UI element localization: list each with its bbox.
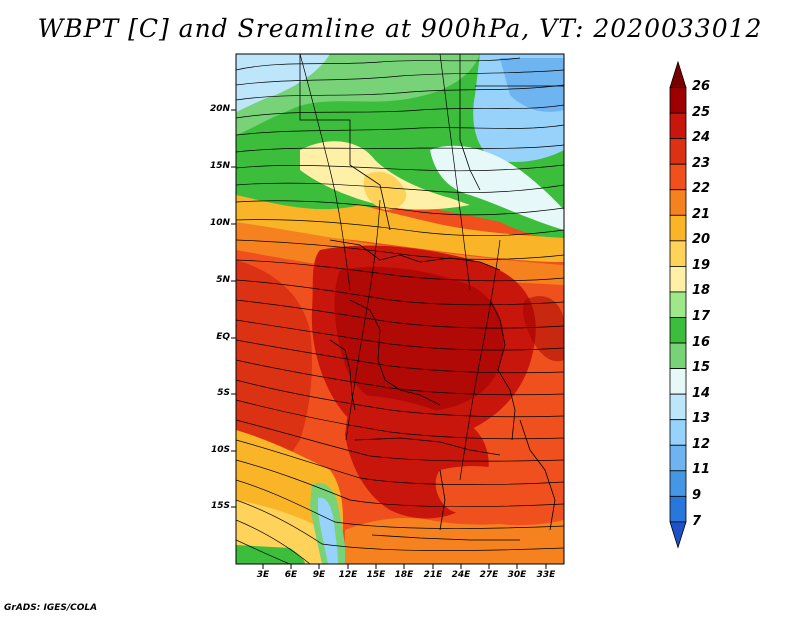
colorbar-segment <box>669 495 687 523</box>
colorbar <box>669 60 687 549</box>
colorbar-segment <box>669 138 687 165</box>
colorbar-label-12: 12 <box>692 437 711 452</box>
colorbar-label-21: 21 <box>692 207 711 222</box>
lon-label-6e: 6E <box>284 570 298 580</box>
colorbar-segment <box>669 368 687 395</box>
colorbar-label-17: 17 <box>692 309 711 324</box>
colorbar-segment <box>669 419 687 446</box>
colorbar-label-22: 22 <box>692 181 711 196</box>
colorbar-label-26: 26 <box>692 79 711 94</box>
lon-label-18e: 18E <box>394 570 414 580</box>
colorbar-segment <box>669 393 687 421</box>
colorbar-segment <box>669 265 687 293</box>
lat-label-15n: 15N <box>209 161 230 171</box>
colorbar-label-15: 15 <box>692 360 711 375</box>
colorbar-segment <box>669 87 687 114</box>
colorbar-label-9: 9 <box>692 488 702 503</box>
colorbar-label-20: 20 <box>692 232 711 247</box>
colorbar-segment <box>669 317 687 344</box>
lon-label-21e: 21E <box>423 570 443 580</box>
colorbar-label-19: 19 <box>692 258 711 273</box>
colorbar-segment <box>669 470 687 497</box>
grads-credit: GrADS: IGES/COLA <box>4 603 98 613</box>
colorbar-segment <box>669 214 687 242</box>
colorbar-label-16: 16 <box>692 335 711 350</box>
colorbar-segment <box>669 112 687 140</box>
colorbar-label-14: 14 <box>692 386 711 401</box>
lon-label-33e: 33E <box>536 570 556 580</box>
lat-label-5n: 5N <box>216 275 230 285</box>
lat-label-5s: 5S <box>217 388 230 398</box>
country-borders <box>299 54 564 541</box>
colorbar-label-7: 7 <box>692 514 702 529</box>
colorbar-segment <box>669 342 687 369</box>
colorbar-label-13: 13 <box>692 411 711 426</box>
colorbar-label-11: 11 <box>692 462 711 477</box>
colorbar-segment <box>669 189 687 216</box>
colorbar-label-23: 23 <box>692 156 711 171</box>
colorbar-label-25: 25 <box>692 105 711 120</box>
lat-tick-marks <box>231 109 236 508</box>
map-frame <box>235 53 565 565</box>
colorbar-segment <box>669 240 687 267</box>
colorbar-bottom-arrow <box>669 521 687 549</box>
colorbar-label-18: 18 <box>692 283 711 298</box>
lat-label-eq: EQ <box>216 332 230 342</box>
colorbar-segment <box>669 291 687 318</box>
lon-label-9e: 9E <box>312 570 326 580</box>
lon-label-12e: 12E <box>338 570 358 580</box>
map-title: WBPT [C] and Sreamline at 900hPa, VT: 20… <box>37 14 763 43</box>
lat-label-10s: 10S <box>210 445 230 455</box>
colorbar-segment <box>669 444 687 472</box>
lon-label-15e: 15E <box>366 570 386 580</box>
lon-label-30e: 30E <box>507 570 527 580</box>
streamlines <box>236 54 564 564</box>
colorbar-label-24: 24 <box>692 130 711 145</box>
lat-label-15s: 15S <box>210 501 230 511</box>
lat-label-10n: 10N <box>209 218 230 228</box>
lon-label-24e: 24E <box>451 570 471 580</box>
lon-tick-marks <box>262 564 547 569</box>
colorbar-top-arrow <box>669 60 687 88</box>
lat-label-20n: 20N <box>209 104 230 114</box>
wbpt-shaded-field <box>236 54 564 564</box>
lon-label-27e: 27E <box>479 570 499 580</box>
colorbar-segment <box>669 163 687 191</box>
lon-label-3e: 3E <box>256 570 270 580</box>
